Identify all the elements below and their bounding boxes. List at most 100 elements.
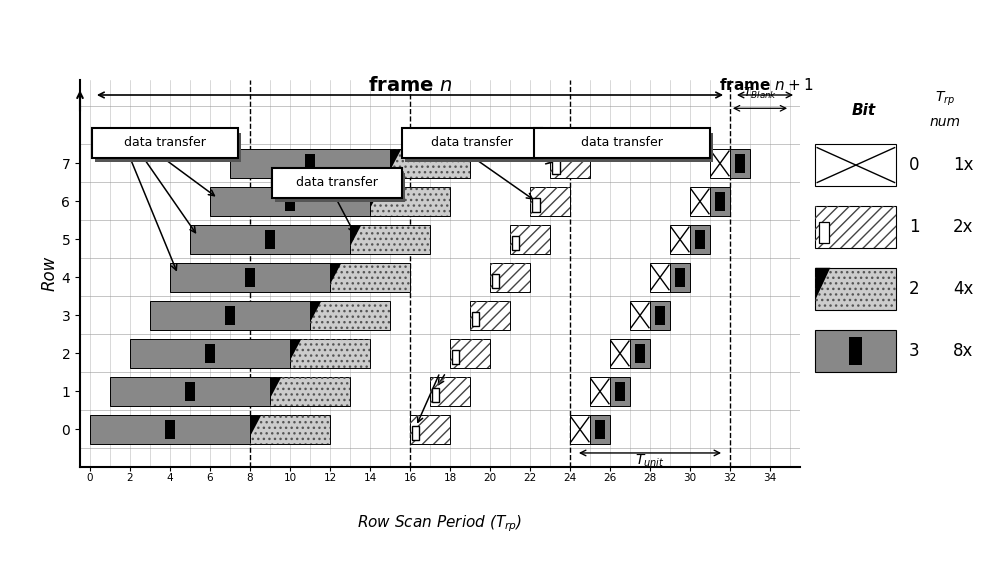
Bar	[275, 173, 405, 202]
Bar	[402, 128, 542, 158]
Bar	[370, 187, 450, 215]
Text: $T_{unit}$: $T_{unit}$	[635, 453, 665, 469]
Bar	[265, 230, 275, 249]
Bar	[650, 263, 670, 292]
Polygon shape	[350, 225, 361, 246]
Bar	[532, 198, 540, 212]
Text: 8x: 8x	[953, 342, 973, 360]
Y-axis label: Row: Row	[41, 256, 59, 291]
Bar	[272, 168, 402, 198]
Bar	[330, 263, 410, 292]
Bar	[490, 263, 530, 292]
Bar	[110, 377, 270, 406]
Bar	[570, 415, 590, 443]
Bar	[412, 426, 419, 440]
Bar	[735, 154, 745, 173]
Polygon shape	[310, 301, 321, 323]
Bar	[225, 306, 235, 325]
Bar	[432, 388, 439, 402]
Bar	[490, 263, 530, 292]
Text: num: num	[930, 116, 960, 129]
Bar	[590, 415, 610, 443]
Text: 2x: 2x	[953, 218, 973, 236]
Bar	[849, 337, 862, 365]
Bar	[695, 230, 705, 249]
Bar	[290, 339, 370, 368]
Bar	[405, 133, 545, 162]
Bar	[165, 420, 175, 439]
Bar	[452, 350, 459, 364]
Bar	[615, 382, 625, 401]
Bar	[510, 225, 550, 254]
Bar	[190, 225, 350, 254]
Bar	[350, 225, 430, 254]
Bar	[610, 377, 630, 406]
Bar	[230, 149, 390, 178]
Bar	[150, 301, 310, 329]
Bar	[510, 225, 550, 254]
Bar	[710, 149, 730, 178]
Bar	[470, 301, 510, 329]
Bar	[330, 263, 410, 292]
Bar	[590, 377, 610, 406]
Bar	[245, 268, 255, 287]
Bar	[350, 225, 430, 254]
Bar	[690, 187, 710, 215]
Polygon shape	[250, 415, 261, 437]
Bar	[815, 268, 896, 311]
Polygon shape	[270, 377, 281, 398]
Bar	[530, 187, 570, 215]
Bar	[630, 339, 650, 368]
Bar	[670, 263, 690, 292]
Bar	[655, 306, 665, 325]
Bar	[492, 274, 499, 288]
Bar	[730, 149, 750, 178]
Bar	[370, 187, 450, 215]
Bar	[815, 206, 896, 249]
Bar	[310, 301, 390, 329]
Bar	[410, 415, 450, 443]
Bar	[390, 149, 470, 178]
Bar	[595, 420, 605, 439]
Bar	[534, 128, 710, 158]
Text: $T_{rp}$: $T_{rp}$	[935, 90, 955, 108]
Bar	[410, 415, 450, 443]
Bar	[650, 301, 670, 329]
Bar	[305, 154, 315, 173]
Bar	[270, 377, 350, 406]
Bar	[815, 206, 896, 249]
Polygon shape	[390, 149, 401, 170]
Text: data transfer: data transfer	[581, 136, 663, 149]
Bar	[537, 133, 713, 162]
Bar	[635, 344, 645, 363]
Bar	[610, 339, 630, 368]
Bar	[450, 339, 490, 368]
Bar	[670, 225, 690, 254]
Text: 2: 2	[909, 280, 920, 298]
Text: 4x: 4x	[953, 280, 973, 298]
Bar	[92, 128, 238, 158]
Text: 3: 3	[909, 342, 920, 360]
Bar	[630, 301, 650, 329]
Bar	[470, 301, 510, 329]
X-axis label: Row Scan Period ($T_{rp}$): Row Scan Period ($T_{rp}$)	[357, 514, 523, 534]
Text: frame $n+1$: frame $n+1$	[719, 78, 813, 93]
Text: 1: 1	[909, 218, 920, 236]
Bar	[210, 187, 370, 215]
Polygon shape	[290, 339, 301, 360]
Bar	[550, 149, 590, 178]
Bar	[819, 222, 829, 243]
Bar	[675, 268, 685, 287]
Bar	[185, 382, 195, 401]
Bar	[815, 144, 896, 186]
Bar	[270, 377, 350, 406]
Bar	[815, 330, 896, 372]
Text: frame $n$: frame $n$	[368, 76, 452, 95]
Bar	[512, 236, 519, 250]
Bar	[290, 339, 370, 368]
Text: data transfer: data transfer	[431, 136, 513, 149]
Text: Bit: Bit	[852, 103, 876, 119]
Bar	[390, 149, 470, 178]
Text: data transfer: data transfer	[124, 136, 206, 149]
Bar	[130, 339, 290, 368]
